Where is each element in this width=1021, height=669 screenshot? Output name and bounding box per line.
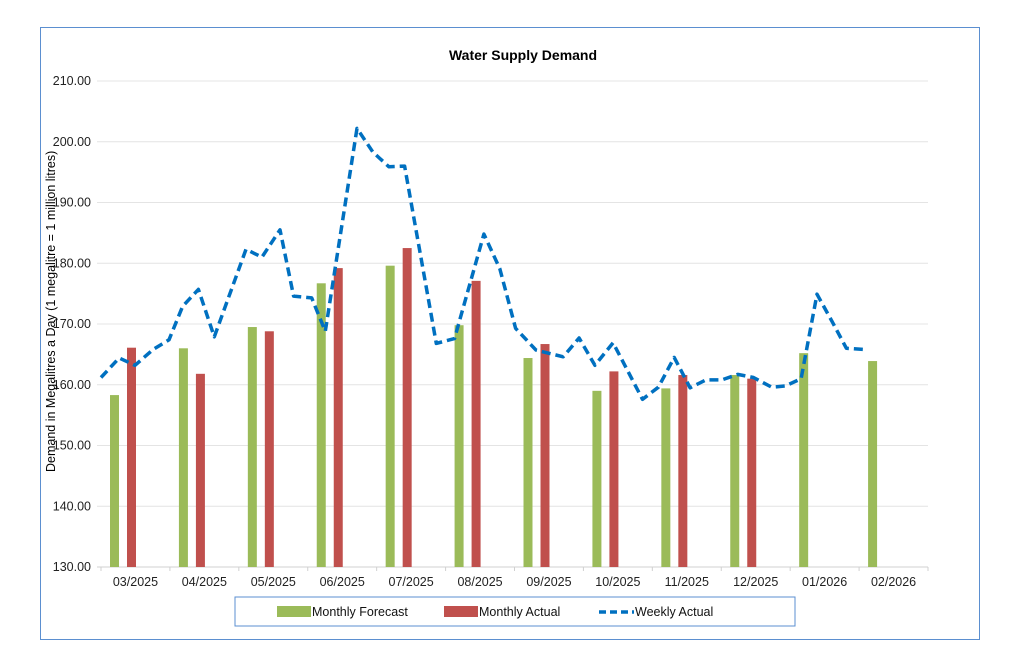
bar-monthly-actual	[747, 378, 757, 567]
bar-monthly-actual	[540, 344, 550, 567]
y-tick-label: 150.00	[53, 439, 91, 453]
legend-label-weekly: Weekly Actual	[635, 605, 713, 619]
x-tick-label: 05/2025	[251, 575, 296, 589]
legend: Monthly Forecast Monthly Actual Weekly A…	[234, 596, 796, 627]
bar-monthly-forecast	[799, 353, 809, 567]
bar-monthly-actual	[333, 268, 343, 567]
legend-label-forecast: Monthly Forecast	[312, 605, 408, 619]
x-tick-label: 10/2025	[595, 575, 640, 589]
legend-swatch-forecast	[277, 606, 311, 617]
bar-monthly-forecast	[523, 358, 533, 567]
bar-monthly-actual	[127, 347, 136, 567]
y-tick-label: 180.00	[53, 256, 91, 270]
bars	[110, 248, 878, 567]
bar-monthly-forecast	[110, 395, 119, 567]
y-axis-ticks: 130.00 140.00 150.00 160.00 170.00 180.00 190.…	[53, 74, 91, 574]
gridlines	[97, 80, 928, 568]
y-axis-label: Demand in Megalitres a Day (1 megalitre …	[44, 151, 58, 472]
bar-monthly-forecast	[178, 348, 188, 567]
bar-monthly-forecast	[385, 265, 395, 567]
x-axis-ticks: 03/2025 04/2025 05/2025 06/2025 07/2025 08/20…	[100, 567, 929, 589]
weekly-line	[99, 126, 865, 402]
bar-monthly-forecast	[316, 283, 326, 567]
bar-monthly-forecast	[454, 325, 464, 567]
x-tick-label: 03/2025	[113, 575, 158, 589]
x-tick-label: 04/2025	[182, 575, 227, 589]
y-tick-label: 160.00	[53, 378, 91, 392]
legend-swatch-actual	[444, 606, 478, 617]
line-weekly-actual	[99, 126, 865, 402]
x-tick-label: 09/2025	[526, 575, 571, 589]
y-tick-label: 200.00	[53, 135, 91, 149]
x-tick-label: 08/2025	[457, 575, 502, 589]
y-tick-label: 140.00	[53, 499, 91, 513]
x-tick-label: 11/2025	[665, 575, 709, 589]
y-tick-label: 130.00	[53, 560, 91, 574]
bar-monthly-actual	[678, 375, 688, 567]
bar-monthly-forecast	[247, 327, 257, 567]
x-tick-label: 06/2025	[320, 575, 365, 589]
y-tick-label: 210.00	[53, 74, 91, 88]
bar-monthly-forecast	[868, 361, 878, 567]
chart-frame	[40, 27, 980, 640]
x-tick-label: 12/2025	[733, 575, 778, 589]
chart-title: Water Supply Demand	[449, 47, 597, 63]
bar-monthly-actual	[195, 373, 205, 567]
bar-monthly-actual	[402, 248, 412, 567]
bar-monthly-actual	[264, 331, 274, 567]
bar-monthly-actual	[471, 280, 481, 567]
y-tick-label: 170.00	[53, 317, 91, 331]
bar-monthly-forecast	[661, 388, 671, 567]
bar-monthly-actual	[609, 371, 619, 567]
legend-label-actual: Monthly Actual	[479, 605, 560, 619]
x-tick-label: 01/2026	[802, 575, 847, 589]
bar-monthly-forecast	[592, 390, 602, 567]
x-tick-label: 07/2025	[389, 575, 434, 589]
legend-box	[234, 596, 796, 627]
x-tick-label: 02/2026	[871, 575, 916, 589]
bar-monthly-forecast	[730, 375, 740, 567]
y-tick-label: 190.00	[53, 196, 91, 210]
